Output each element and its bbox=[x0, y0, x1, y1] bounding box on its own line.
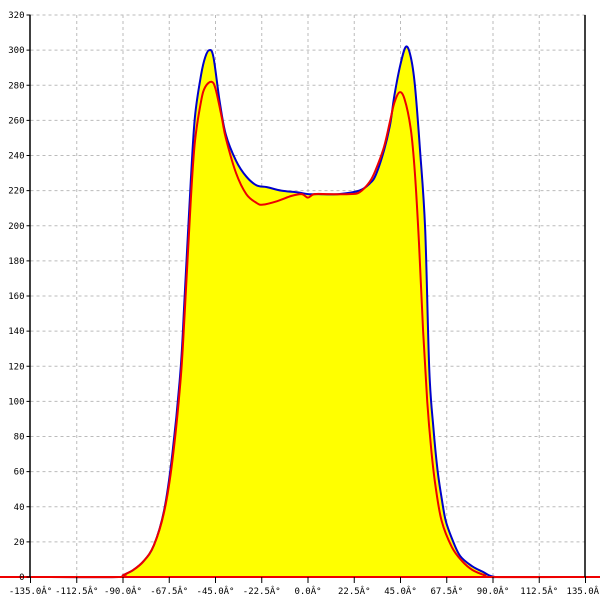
y-tick-label: 240 bbox=[8, 152, 24, 162]
y-tick-label: 180 bbox=[8, 257, 24, 267]
x-tick-label: 22.5Â° bbox=[338, 585, 371, 597]
x-tick-label: -67.5Â° bbox=[150, 585, 188, 597]
x-tick-label: 112.5Â° bbox=[520, 585, 558, 597]
y-tick-label: 80 bbox=[14, 433, 25, 443]
y-tick-label: 60 bbox=[14, 468, 25, 478]
x-tick-label: -90.0Â° bbox=[104, 585, 142, 597]
x-tick-label: 135.0Â° bbox=[567, 585, 600, 597]
y-tick-label: 20 bbox=[14, 538, 25, 548]
y-tick-label: 160 bbox=[8, 292, 24, 302]
x-tick-label: 90.0Â° bbox=[477, 585, 510, 597]
y-tick-label: 40 bbox=[14, 503, 25, 513]
y-tick-label: 220 bbox=[8, 187, 24, 197]
y-tick-label: 320 bbox=[8, 11, 24, 21]
series-line-2 bbox=[30, 80, 586, 579]
y-tick-label: 300 bbox=[8, 46, 24, 56]
y-tick-label: 140 bbox=[8, 327, 24, 337]
x-tick-label: -112.5Â° bbox=[55, 585, 98, 597]
x-tick-label: 67.5Â° bbox=[430, 585, 463, 597]
x-tick-label: -22.5Â° bbox=[243, 585, 281, 597]
y-tick-label: 0 bbox=[19, 573, 24, 583]
y-tick-label: 280 bbox=[8, 81, 24, 91]
y-tick-label: 120 bbox=[8, 362, 24, 372]
series-lines bbox=[30, 45, 586, 579]
x-tick-label: -45.0Â° bbox=[197, 585, 235, 597]
y-tick-label: 200 bbox=[8, 222, 24, 232]
x-tick-label: 0.0Â° bbox=[294, 585, 321, 597]
x-axis-ticks: -135.0Â° -112.5Â° -90.0Â° -67.5Â° -45.0Â° -22… bbox=[9, 577, 600, 597]
x-tick-label: 45.0Â° bbox=[384, 585, 417, 597]
y-axis-ticks: 0 20 40 60 80 100 120 140 160 180 200 220 240 260 280 3… bbox=[8, 11, 31, 583]
y-tick-label: 260 bbox=[8, 116, 24, 126]
x-tick-label: -135.0Â° bbox=[9, 585, 52, 597]
area-fill bbox=[30, 46, 586, 578]
y-tick-label: 100 bbox=[8, 397, 24, 407]
